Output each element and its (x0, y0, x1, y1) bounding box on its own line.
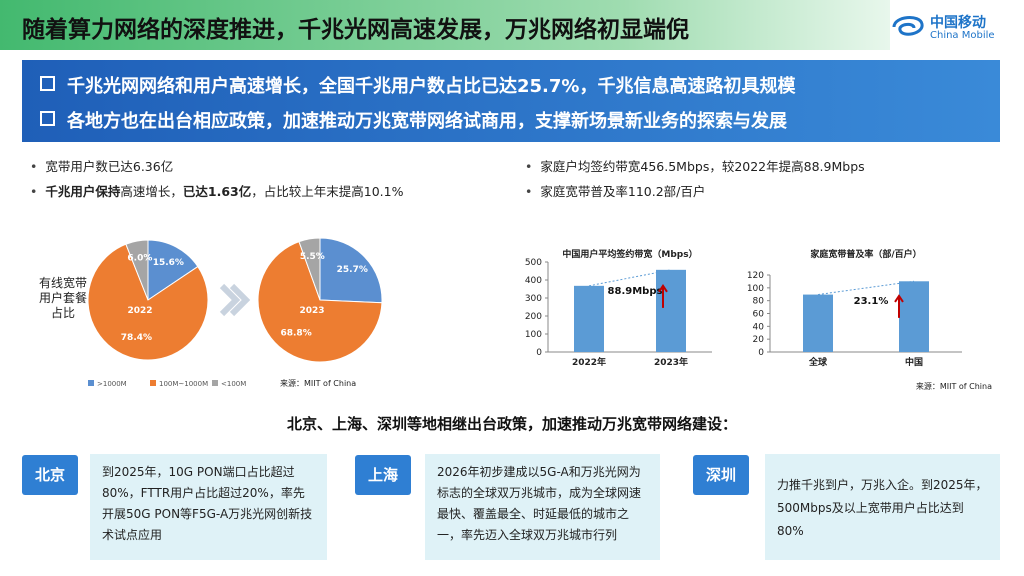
arrow (894, 294, 904, 318)
y-tick-label: 300 (525, 294, 542, 304)
charts: 15.6% 78.4% 6.0% 2022 25.7% 68.8% 5.5% 2023 中国用户… (87, 237, 992, 391)
bar (803, 294, 833, 352)
legend-swatch (212, 380, 218, 386)
y-tick-label: 100 (747, 284, 764, 294)
logo-text: China Mobile (930, 30, 995, 41)
title-bar (0, 0, 890, 50)
legend-label: 100M~1000M (159, 380, 208, 388)
card-text: 到2025年，10G PON端口占比超过80%，FTTR用户占比超过20%，率先… (90, 454, 327, 560)
y-tick-label: 60 (753, 310, 765, 320)
y-tick-label: 20 (753, 335, 765, 345)
data-label: 6.0% (127, 254, 152, 264)
bullet-text: 家庭宽带普及率110.2部/百户 (540, 184, 706, 199)
y-tick-label: 120 (747, 271, 764, 281)
y-tick-label: 40 (753, 322, 765, 332)
x-tick-label: 全球 (808, 356, 828, 368)
legend-swatch (88, 380, 94, 386)
logo-text: 中国移动 (930, 15, 986, 31)
bullet-text: 千兆用户保持 (45, 184, 121, 199)
banner-text: 千兆光网网络和用户高速增长，全国千兆用户数占比已达25.7%，千兆信息高速路初具… (40, 72, 795, 98)
trend-line (588, 269, 672, 287)
card-text: 2026年初步建成以5G-A和万兆光网为标志的全球双万兆城市，成为全球网速最快、… (425, 454, 660, 560)
banner-text: 各地方也在出台相应政策，加速推动万兆宽带网络试商用，支撑新场景新业务的探索与发展 (40, 107, 787, 133)
banner: 千兆光网网络和用户高速增长，全国千兆用户数占比已达25.7%，千兆信息高速路初具… (22, 60, 1000, 142)
city-label: 上海 (355, 455, 411, 495)
city-label: 北京 (22, 455, 78, 495)
city-label: 深圳 (693, 455, 749, 495)
pie-title: 2022 (127, 306, 152, 316)
legend-swatch (150, 380, 156, 386)
y-tick-label: 100 (525, 330, 542, 340)
bar (574, 285, 604, 352)
chart-title: 中国用户平均签约带宽（Mbps） (562, 248, 697, 260)
source: 来源：MIIT of China (916, 382, 992, 391)
data-label: 68.8% (280, 328, 311, 338)
pie-slice (87, 243, 209, 361)
data-label: 15.6% (153, 258, 184, 268)
y-tick-label: 0 (758, 348, 764, 358)
pie-slice (298, 237, 321, 301)
source: 来源：MIIT of China (280, 379, 356, 388)
bullet-text: 宽带用户数已达6.36亿 (45, 159, 174, 174)
annotation: 23.1% (854, 296, 889, 307)
legend-label: <100M (221, 380, 246, 388)
annotation: 88.9Mbps (608, 286, 663, 297)
bullet: 宽带用户数已达6.36亿 (30, 156, 173, 175)
pie-slice (147, 239, 199, 301)
pie-title: 2023 (299, 306, 324, 316)
data-label: 25.7% (337, 265, 368, 275)
y-tick-label: 0 (536, 348, 542, 358)
bullet-text: ，占比较上年末提高10.1% (251, 184, 404, 199)
y-tick-label: 80 (753, 297, 765, 307)
trend-line (817, 280, 915, 296)
y-tick-label: 400 (525, 276, 542, 286)
pie-slice (319, 237, 383, 304)
data-label: 5.5% (300, 252, 325, 262)
bar (899, 281, 929, 352)
slide-title: 随着算力网络的深度推进，千兆光网高速发展，万兆网络初显端倪 (22, 17, 689, 43)
y-tick-label: 200 (525, 312, 542, 322)
bullet-text: 家庭户均签约带宽456.5Mbps，较2022年提高88.9Mbps (540, 159, 865, 174)
pie-slice (125, 239, 149, 301)
arrow (219, 283, 251, 317)
bullet: 家庭宽带普及率110.2部/百户 (525, 181, 705, 200)
x-tick-label: 中国 (905, 356, 923, 368)
legend-label: >1000M (97, 380, 127, 388)
x-tick-label: 2022年 (572, 356, 606, 368)
logo-icon (892, 16, 924, 36)
card-text: 力推千兆到户，万兆入企。到2025年，500Mbps及以上宽带用户占比达到80% (765, 454, 1000, 560)
pie-caption: 有线宽带用户套餐占比 (38, 276, 87, 320)
chart-title: 家庭宽带普及率（部/百户） (810, 248, 921, 260)
bullet: 千兆用户保持高速增长，已达1.63亿，占比较上年末提高10.1% (30, 181, 403, 200)
bullet-text: 已达1.63亿 (182, 184, 252, 199)
bullet-text: 高速增长， (120, 184, 183, 199)
bar (656, 269, 686, 352)
data-label: 78.4% (121, 333, 152, 343)
bullet: 家庭户均签约带宽456.5Mbps，较2022年提高88.9Mbps (525, 156, 865, 175)
pie-slice (257, 241, 383, 363)
x-tick-label: 2023年 (654, 356, 688, 368)
section-heading: 北京、上海、深圳等地相继出台政策，加速推动万兆宽带网络建设： (286, 415, 737, 433)
y-tick-label: 500 (525, 258, 542, 268)
arrow (658, 284, 668, 308)
